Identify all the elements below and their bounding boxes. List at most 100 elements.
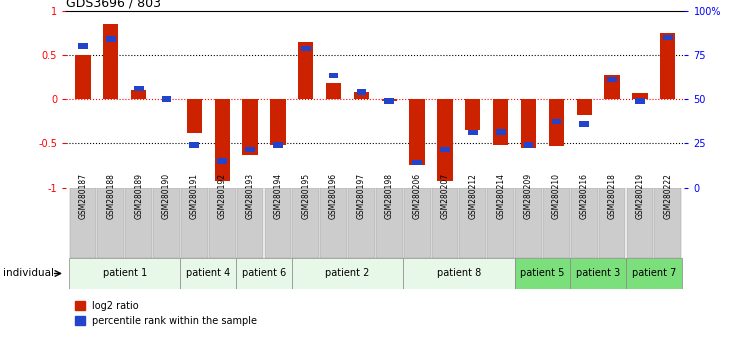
Text: patient 7: patient 7	[631, 268, 676, 279]
Bar	[632, 93, 648, 99]
Bar	[270, 99, 286, 145]
Text: GSM280195: GSM280195	[301, 173, 311, 219]
Bar	[273, 143, 283, 148]
Bar	[348, 188, 375, 258]
Bar	[549, 99, 564, 146]
Bar	[354, 92, 369, 99]
Bar	[326, 83, 342, 99]
Text: GSM280219: GSM280219	[635, 173, 645, 219]
Bar	[440, 147, 450, 152]
Text: GSM280212: GSM280212	[468, 173, 478, 219]
Text: patient 8: patient 8	[436, 268, 481, 279]
Bar	[543, 188, 570, 258]
Bar	[514, 258, 570, 289]
Text: GSM280198: GSM280198	[385, 173, 394, 219]
Text: patient 1: patient 1	[102, 268, 147, 279]
Bar	[78, 44, 88, 49]
Bar	[356, 89, 367, 95]
Text: GSM280193: GSM280193	[246, 173, 255, 219]
Text: GSM280189: GSM280189	[134, 173, 143, 219]
Text: patient 3: patient 3	[576, 268, 620, 279]
Bar	[180, 258, 236, 289]
Bar	[69, 258, 180, 289]
Bar	[153, 188, 180, 258]
Text: GSM280222: GSM280222	[663, 173, 672, 219]
Bar	[382, 99, 397, 101]
Bar	[291, 258, 403, 289]
Bar	[209, 188, 236, 258]
Bar	[236, 258, 291, 289]
Bar	[292, 188, 319, 258]
Text: GSM280209: GSM280209	[524, 173, 533, 219]
Bar	[654, 188, 681, 258]
Bar	[125, 188, 152, 258]
Bar	[496, 129, 506, 135]
Text: GSM280188: GSM280188	[106, 173, 116, 219]
Text: GSM280210: GSM280210	[552, 173, 561, 219]
Bar	[301, 46, 311, 51]
Bar	[660, 33, 676, 99]
Text: GSM280197: GSM280197	[357, 173, 366, 219]
Bar	[465, 99, 481, 130]
Text: patient 2: patient 2	[325, 268, 369, 279]
Bar	[626, 258, 682, 289]
Bar	[162, 97, 171, 102]
Text: GSM280191: GSM280191	[190, 173, 199, 219]
Bar	[131, 90, 146, 99]
Bar	[515, 188, 542, 258]
Bar	[70, 188, 96, 258]
Bar	[607, 77, 617, 82]
Bar	[403, 258, 514, 289]
Bar	[412, 160, 422, 166]
Bar	[329, 73, 339, 78]
Bar	[217, 159, 227, 164]
Bar	[409, 99, 425, 166]
Bar	[237, 188, 263, 258]
Bar	[604, 75, 620, 99]
Text: patient 4: patient 4	[186, 268, 230, 279]
Bar	[576, 99, 592, 115]
Bar	[298, 42, 314, 99]
Bar	[264, 188, 291, 258]
Text: GSM280216: GSM280216	[580, 173, 589, 219]
Bar	[487, 188, 514, 258]
Bar	[103, 24, 118, 99]
Text: GSM280194: GSM280194	[273, 173, 283, 219]
Bar	[376, 188, 403, 258]
Bar	[468, 130, 478, 135]
Bar	[245, 147, 255, 152]
Bar	[214, 99, 230, 181]
Bar	[404, 188, 431, 258]
Text: GSM280207: GSM280207	[440, 173, 450, 219]
Bar	[459, 188, 486, 258]
Bar	[181, 188, 208, 258]
Bar	[551, 119, 562, 124]
Bar	[242, 99, 258, 155]
Bar	[106, 36, 116, 42]
Bar	[431, 188, 459, 258]
Bar	[635, 98, 645, 104]
Text: GSM280196: GSM280196	[329, 173, 338, 219]
Bar	[570, 258, 626, 289]
Text: individual: individual	[3, 268, 54, 279]
Bar	[97, 188, 124, 258]
Text: patient 5: patient 5	[520, 268, 565, 279]
Bar	[134, 86, 144, 91]
Bar	[384, 98, 394, 104]
Bar	[521, 99, 537, 148]
Bar	[626, 188, 654, 258]
Bar	[189, 143, 199, 148]
Text: GSM280218: GSM280218	[608, 173, 617, 219]
Bar	[523, 143, 534, 148]
Text: GSM280187: GSM280187	[79, 173, 88, 219]
Bar	[579, 121, 589, 127]
Text: GSM280214: GSM280214	[496, 173, 505, 219]
Bar	[571, 188, 598, 258]
Bar	[187, 99, 202, 133]
Text: GDS3696 / 803: GDS3696 / 803	[66, 0, 161, 10]
Text: GSM280192: GSM280192	[218, 173, 227, 219]
Text: patient 6: patient 6	[242, 268, 286, 279]
Text: GSM280206: GSM280206	[413, 173, 422, 219]
Legend: log2 ratio, percentile rank within the sample: log2 ratio, percentile rank within the s…	[71, 297, 261, 330]
Bar	[320, 188, 347, 258]
